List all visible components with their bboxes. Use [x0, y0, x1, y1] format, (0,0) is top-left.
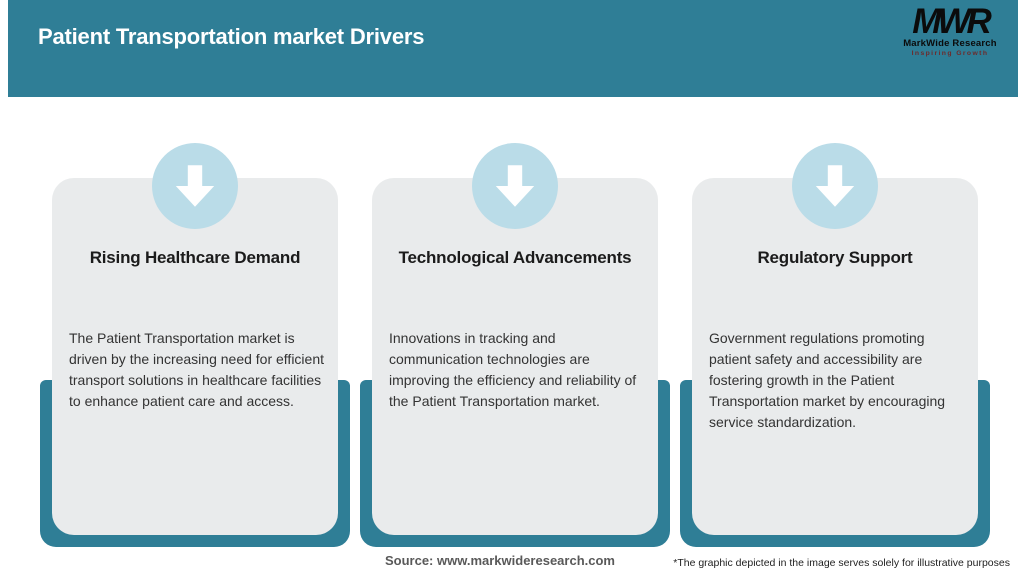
arrow-badge: [792, 143, 878, 229]
driver-card: Regulatory Support Government regulation…: [692, 178, 978, 535]
header-bar: Patient Transportation market Drivers MW…: [8, 0, 1018, 97]
driver-card-group-2: Technological Advancements Innovations i…: [360, 0, 670, 576]
driver-card: Rising Healthcare Demand The Patient Tra…: [52, 178, 338, 535]
arrow-down-icon: [175, 165, 215, 207]
arrow-down-icon: [815, 165, 855, 207]
arrow-badge: [152, 143, 238, 229]
logo-mwr-monogram: MWR: [912, 2, 991, 41]
card-description: Government regulations promoting patient…: [709, 330, 946, 430]
card-description: The Patient Transportation market is dri…: [69, 330, 325, 409]
driver-card-group-3: Regulatory Support Government regulation…: [680, 0, 990, 576]
card-title: Rising Healthcare Demand: [89, 248, 301, 267]
footer-source: Source: www.markwideresearch.com: [384, 553, 615, 568]
logo-company-name: MarkWide Research: [903, 38, 997, 50]
card-title: Technological Advancements: [398, 248, 632, 267]
logo-tagline: Inspiring Growth: [911, 49, 989, 57]
card-title: Regulatory Support: [757, 248, 913, 267]
driver-card: Technological Advancements Innovations i…: [372, 178, 658, 535]
footer-disclaimer: *The graphic depicted in the image serve…: [673, 557, 1010, 569]
arrow-down-icon: [495, 165, 535, 207]
arrow-badge: [472, 143, 558, 229]
markwide-research-logo: MWR MarkWide Research Inspiring Growth: [894, 2, 1006, 58]
card-description: Innovations in tracking and communicatio…: [389, 330, 637, 409]
page-title: Patient Transportation market Drivers: [38, 24, 425, 49]
driver-card-group-1: Rising Healthcare Demand The Patient Tra…: [40, 0, 350, 576]
